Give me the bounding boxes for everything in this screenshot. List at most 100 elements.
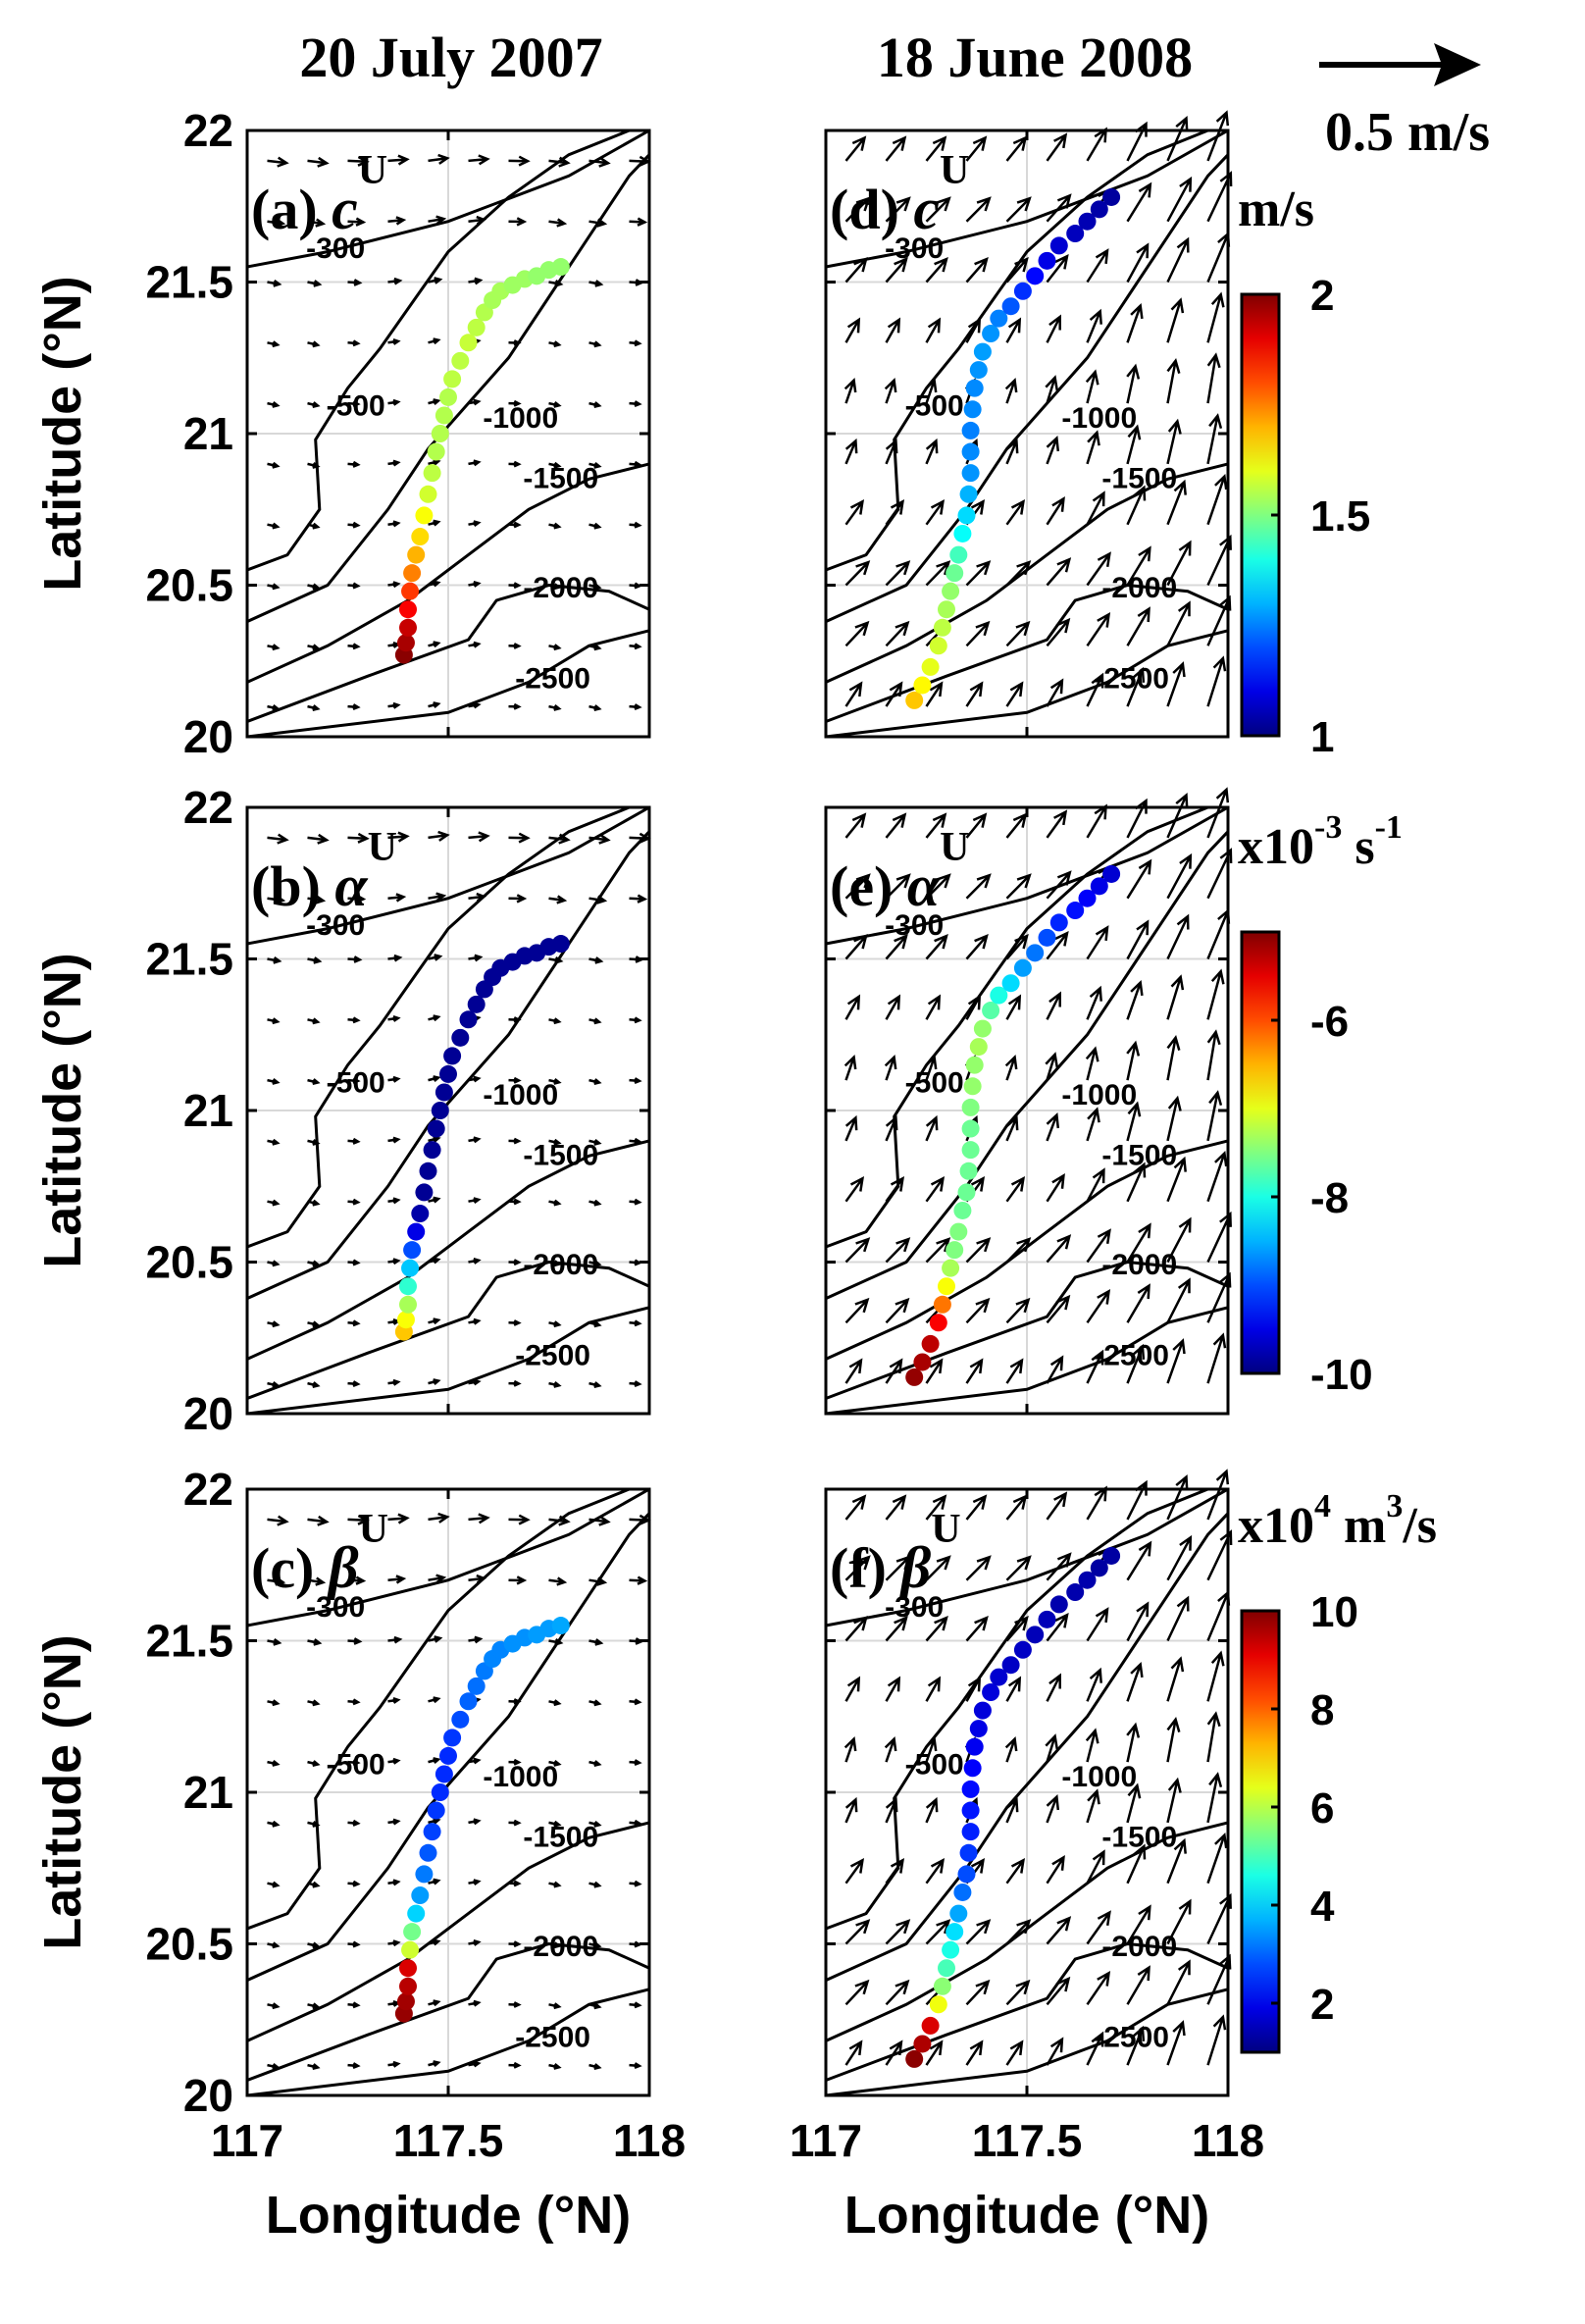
current-vector xyxy=(307,1199,321,1207)
current-vector xyxy=(307,340,321,348)
depth-contour xyxy=(825,462,1229,684)
current-vector xyxy=(347,1198,361,1206)
current-vector xyxy=(508,1137,522,1145)
current-vector xyxy=(387,1378,401,1386)
data-point xyxy=(459,1692,478,1711)
current-vector xyxy=(965,1297,991,1324)
data-point xyxy=(435,406,453,425)
current-vector xyxy=(1005,1237,1032,1264)
current-vector xyxy=(347,1637,363,1645)
current-vector xyxy=(925,317,942,343)
current-vector xyxy=(428,277,443,284)
current-vector xyxy=(548,1199,562,1207)
current-vector xyxy=(1046,314,1061,343)
current-vector xyxy=(307,1941,321,1949)
current-vector xyxy=(508,1016,522,1023)
current-vector xyxy=(347,339,361,347)
unit-text: s xyxy=(1342,819,1374,875)
current-vector xyxy=(925,1615,948,1642)
current-vector xyxy=(884,1055,897,1081)
data-point xyxy=(905,1368,924,1386)
panel-symbol: c xyxy=(913,177,940,241)
current-vector xyxy=(1126,1222,1151,1264)
panel-symbol-superscript: U xyxy=(940,825,969,870)
current-vector xyxy=(267,1576,286,1586)
current-vector xyxy=(387,954,403,962)
current-vector xyxy=(508,1259,522,1266)
panel-e: -300-500 -1000-1500-2000-2500(e) αU xyxy=(824,787,1233,1416)
current-vector xyxy=(428,1696,441,1704)
current-vector xyxy=(588,2063,602,2071)
data-point xyxy=(938,1277,955,1296)
current-vector xyxy=(1126,666,1146,707)
current-vector xyxy=(548,1941,562,1949)
data-point xyxy=(961,421,980,439)
data-point xyxy=(1090,200,1108,219)
current-vector xyxy=(1166,792,1189,839)
current-vector xyxy=(1086,1349,1104,1384)
current-vector xyxy=(1046,1491,1068,1521)
colorbar-tick-label: 1.5 xyxy=(1310,492,1370,541)
current-vector xyxy=(1206,473,1228,526)
current-vector xyxy=(1126,2025,1146,2066)
current-vector xyxy=(925,1114,939,1142)
current-vector xyxy=(885,256,908,284)
current-vector xyxy=(885,1555,911,1581)
current-vector xyxy=(844,681,863,707)
current-vector xyxy=(387,398,401,406)
data-point xyxy=(403,1923,422,1941)
current-vector xyxy=(307,956,323,964)
depth-contour xyxy=(246,629,650,739)
current-vector xyxy=(347,894,367,904)
current-vector xyxy=(629,400,642,408)
current-vector xyxy=(347,155,370,167)
current-vector xyxy=(347,1819,361,1827)
current-vector xyxy=(1166,1534,1193,1581)
current-vector xyxy=(347,521,361,529)
data-point xyxy=(1026,1626,1045,1644)
current-vector xyxy=(508,702,522,710)
reference-arrow: 0.5 m/s xyxy=(1319,43,1490,163)
current-vector xyxy=(588,583,602,591)
current-vector xyxy=(508,1198,522,1206)
data-point xyxy=(1090,877,1108,896)
current-vector xyxy=(1126,919,1150,960)
current-vector xyxy=(844,1494,867,1521)
current-vector xyxy=(387,1513,410,1524)
current-vector xyxy=(387,1258,401,1265)
current-vector xyxy=(1126,424,1142,465)
current-vector xyxy=(885,812,907,839)
current-vector xyxy=(508,894,528,904)
current-vector xyxy=(1206,1150,1228,1203)
data-point xyxy=(929,637,947,655)
current-vector xyxy=(428,1878,441,1885)
y-tick-label: 21 xyxy=(183,408,233,459)
data-point xyxy=(1001,974,1020,993)
depth-contour xyxy=(246,583,650,723)
contour-label: -1500 xyxy=(523,463,598,495)
current-vector xyxy=(844,256,868,284)
current-vector xyxy=(885,1237,911,1264)
data-point xyxy=(443,1047,462,1065)
current-vector xyxy=(629,339,642,347)
current-vector xyxy=(1166,540,1192,587)
panel-f: -300 -500 -1000 -1500 -2000 -2500 117 117.5 118 L… xyxy=(790,1469,1264,2245)
data-point xyxy=(1038,251,1056,270)
contour-label: -2500 xyxy=(515,2022,590,2054)
current-vector xyxy=(347,703,361,711)
current-vector xyxy=(1126,1162,1147,1203)
current-vector xyxy=(629,1016,642,1024)
current-vector xyxy=(629,582,642,590)
current-vector xyxy=(428,641,441,648)
data-point xyxy=(973,1701,992,1720)
current-vector xyxy=(1005,1919,1032,1945)
current-vector xyxy=(965,256,989,284)
current-vector xyxy=(347,1319,361,1327)
current-vector xyxy=(347,1137,361,1145)
current-vector xyxy=(965,1615,989,1642)
current-vector xyxy=(387,1635,403,1644)
current-vector xyxy=(925,256,948,284)
current-vector xyxy=(1046,991,1061,1020)
data-point xyxy=(467,1677,486,1695)
current-vector xyxy=(347,1016,361,1024)
